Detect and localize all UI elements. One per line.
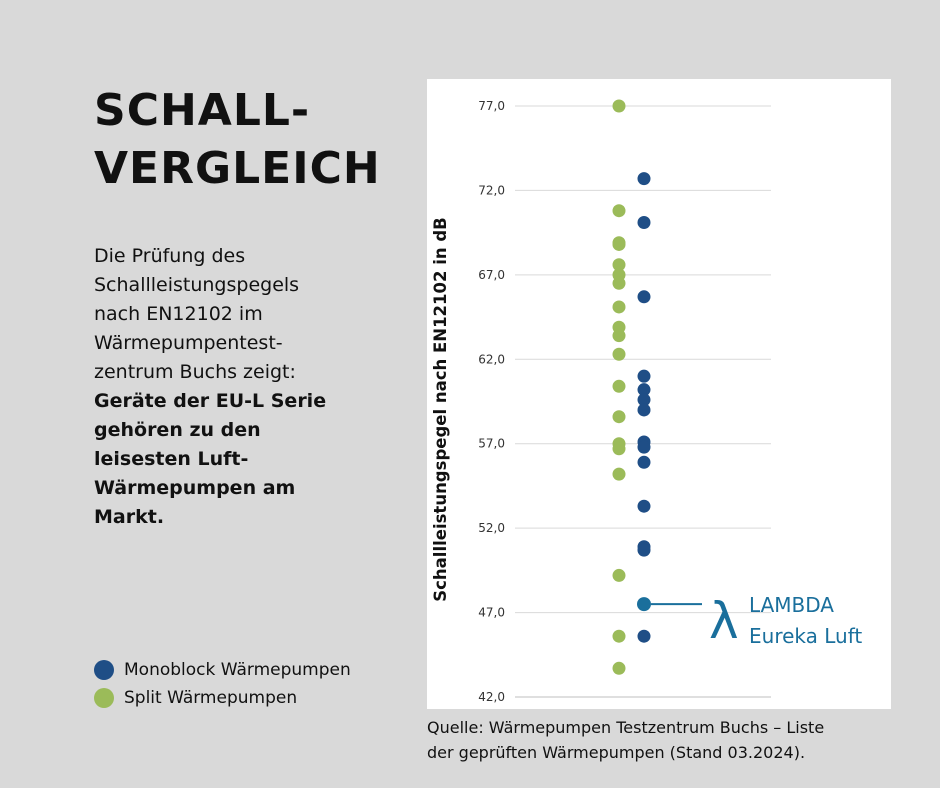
- highlight-data-point: [637, 597, 651, 612]
- monoblock-data-point: [637, 629, 651, 643]
- y-tick-label: 77,0: [478, 99, 505, 113]
- monoblock-data-point: [637, 455, 651, 469]
- monoblock-data-point: [637, 172, 651, 186]
- monoblock-data-point: [637, 290, 651, 304]
- monoblock-data-point: [637, 499, 651, 513]
- lambda-symbol: λ: [709, 592, 739, 650]
- title-line-2: VERGLEICH: [94, 143, 381, 194]
- description: Die Prüfung des Schallleistungspegels na…: [94, 242, 394, 532]
- split-data-point: [612, 258, 626, 272]
- title-line-1: SCHALL-: [94, 85, 311, 136]
- source-line: Quelle: Wärmepumpen Testzentrum Buchs – …: [427, 718, 825, 737]
- monoblock-data-point: [637, 403, 651, 417]
- split-data-point: [612, 300, 626, 314]
- highlight-label-line2: Eureka Luft: [749, 624, 862, 648]
- description-line: Wärmepumpentest-: [94, 332, 283, 354]
- split-data-point: [612, 467, 626, 481]
- description-line: Die Prüfung des: [94, 245, 246, 267]
- monoblock-data-point: [637, 440, 651, 454]
- description-line: Schallleistungspegels: [94, 274, 300, 296]
- y-tick-label: 57,0: [478, 437, 505, 451]
- highlight-label-line1: LAMBDA: [749, 593, 834, 617]
- source-line: der geprüften Wärmepumpen (Stand 03.2024…: [427, 743, 806, 762]
- split-data-point: [612, 347, 626, 361]
- y-axis-label: Schallleistungspegel nach EN12102 in dB: [431, 217, 450, 602]
- description-bold-line: Geräte der EU-L Serie: [94, 390, 327, 412]
- y-tick-label: 42,0: [478, 690, 505, 704]
- y-tick-label: 47,0: [478, 606, 505, 620]
- page-title: SCHALL- VERGLEICH: [94, 82, 381, 198]
- chart-panel: 42,0 47,0 52,0 57,0 62,0 67,0 72,0 77,0 Schallle…: [427, 79, 891, 709]
- legend: Monoblock Wärmepumpen Split Wärmepumpen: [94, 656, 351, 712]
- monoblock-legend-marker: [94, 660, 114, 680]
- split-data-point: [612, 629, 626, 643]
- y-tick-label: 72,0: [478, 183, 505, 197]
- split-data-point: [612, 379, 626, 393]
- split-legend-marker: [94, 688, 114, 708]
- legend-item-monoblock: Monoblock Wärmepumpen: [94, 656, 351, 684]
- monoblock-data-point: [637, 369, 651, 383]
- y-tick-label: 67,0: [478, 268, 505, 282]
- description-bold-line: Markt.: [94, 506, 165, 528]
- legend-label: Split Wärmepumpen: [124, 688, 298, 708]
- source-note: Quelle: Wärmepumpen Testzentrum Buchs – …: [427, 715, 897, 765]
- split-data-point: [612, 568, 626, 582]
- split-data-point: [612, 661, 626, 675]
- y-tick-label: 62,0: [478, 352, 505, 366]
- description-bold-line: Wärmepumpen am: [94, 477, 296, 499]
- y-tick-label: 52,0: [478, 521, 505, 535]
- monoblock-data-point: [637, 383, 651, 397]
- monoblock-data-point: [637, 393, 651, 407]
- split-data-point: [612, 99, 626, 113]
- monoblock-data-point: [637, 216, 651, 230]
- split-data-point: [612, 410, 626, 424]
- split-data-point: [612, 204, 626, 218]
- description-bold-line: leisesten Luft-: [94, 448, 249, 470]
- description-line: zentrum Buchs zeigt:: [94, 361, 296, 383]
- split-data-point: [612, 237, 626, 251]
- scatter-chart: 42,0 47,0 52,0 57,0 62,0 67,0 72,0 77,0 Schallle…: [431, 99, 862, 704]
- legend-label: Monoblock Wärmepumpen: [124, 660, 351, 680]
- monoblock-data-point: [637, 543, 651, 557]
- description-line: nach EN12102 im: [94, 303, 263, 325]
- description-bold-line: gehören zu den: [94, 419, 261, 441]
- split-data-point: [612, 276, 626, 290]
- split-data-point: [612, 329, 626, 343]
- split-data-point: [612, 442, 626, 456]
- legend-item-split: Split Wärmepumpen: [94, 684, 351, 712]
